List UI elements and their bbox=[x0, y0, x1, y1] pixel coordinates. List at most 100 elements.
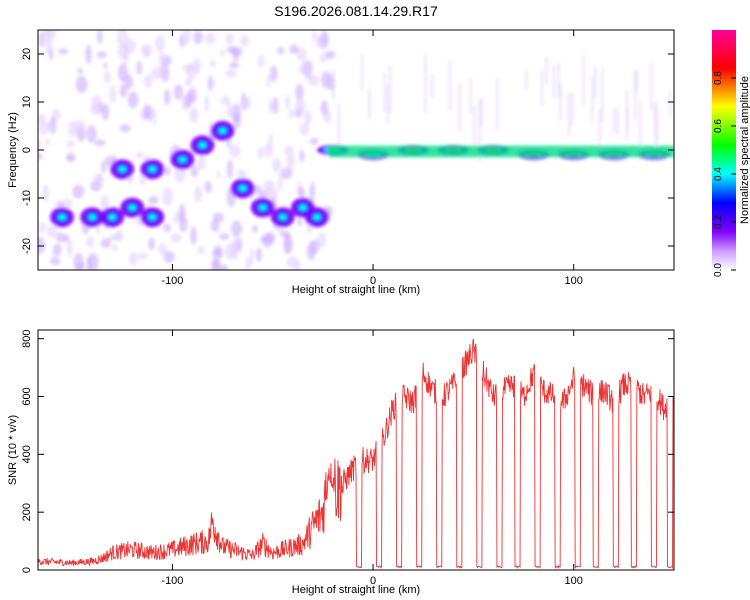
spectrogram-streak bbox=[568, 92, 571, 137]
colorbar-tick-label-2: 0.4 bbox=[713, 167, 724, 181]
colorbar-label: Normalized spectral amplitude bbox=[739, 76, 750, 224]
spectrogram-speckle bbox=[178, 203, 186, 222]
colorbar-tick-label-1: 0.2 bbox=[713, 215, 724, 229]
spectrogram-speckle bbox=[38, 236, 46, 255]
spectrogram-ridge-inner bbox=[312, 214, 321, 221]
spectrogram-speckle bbox=[135, 151, 144, 159]
snr-y-tick-label-2: 400 bbox=[21, 445, 33, 463]
spectrogram-speckle bbox=[225, 68, 237, 78]
spectrogram-ridge-band bbox=[328, 145, 674, 158]
spectrogram-streak bbox=[598, 109, 601, 158]
spectrogram-speckle bbox=[226, 159, 233, 180]
spectrogram-streak bbox=[559, 82, 562, 121]
spectrogram-speckle bbox=[52, 250, 58, 258]
spectrogram-speckle bbox=[48, 116, 57, 135]
spectrogram-y-tick-label-4: 20 bbox=[21, 48, 33, 60]
spectrogram-speckle bbox=[163, 223, 171, 233]
spectrogram-speckle bbox=[268, 100, 273, 113]
spectrogram-speckle bbox=[160, 58, 166, 78]
spectrogram-speckle bbox=[266, 74, 272, 88]
spectrogram-speckle bbox=[257, 146, 264, 159]
spectrogram-streak bbox=[389, 65, 392, 114]
spectrogram-speckle bbox=[212, 212, 224, 223]
snr-y-tick-label-0: 0 bbox=[21, 567, 33, 573]
spectrogram-streak bbox=[386, 85, 389, 124]
spectrogram-speckle bbox=[139, 174, 146, 185]
spectrogram-speckle bbox=[319, 53, 327, 63]
spectrogram-speckle bbox=[97, 30, 103, 44]
spectrogram-y-tick-label-1: -10 bbox=[21, 190, 33, 206]
spectrogram-streak bbox=[383, 72, 386, 113]
spectrogram-ridge-inner bbox=[258, 204, 267, 211]
spectrogram-streak bbox=[582, 55, 585, 106]
spectrogram-speckle bbox=[38, 113, 47, 124]
spectrogram-speckle bbox=[58, 48, 69, 55]
spectrogram-ridge-inner bbox=[148, 214, 157, 221]
spectrogram-streak bbox=[594, 66, 597, 99]
spectrogram-ridge-inner bbox=[218, 127, 227, 134]
spectrogram-ridge-inner bbox=[128, 204, 137, 211]
spectrogram-speckle bbox=[163, 89, 171, 106]
spectrogram-speckle bbox=[144, 74, 153, 89]
spectrogram-speckle bbox=[257, 54, 265, 68]
spectrogram-speckle bbox=[72, 184, 85, 199]
spectrogram-speckle bbox=[45, 138, 51, 145]
spectrogram-speckle bbox=[276, 46, 285, 55]
spectrogram-speckle bbox=[251, 224, 259, 233]
spectrogram-speckle bbox=[117, 43, 129, 60]
spectrogram-speckle bbox=[190, 165, 199, 178]
spectrogram-speckle bbox=[211, 258, 221, 270]
spectrogram-speckle bbox=[263, 180, 275, 191]
spectrogram-speckle bbox=[119, 84, 128, 98]
spectrogram-speckle bbox=[147, 237, 155, 251]
spectrogram-streak bbox=[473, 106, 476, 152]
spectrogram-streak bbox=[469, 78, 472, 115]
spectrogram-streak bbox=[612, 107, 615, 132]
spectrogram-speckle bbox=[38, 152, 43, 160]
spectrogram-streak bbox=[525, 68, 528, 90]
spectrogram-speckle bbox=[112, 244, 118, 252]
spectrogram-streak bbox=[654, 101, 657, 138]
spectrogram-speckle bbox=[219, 49, 226, 56]
spectrogram-speckle bbox=[85, 44, 92, 65]
spectrogram-speckle bbox=[242, 103, 250, 111]
spectrogram-y-tick-label-3: 10 bbox=[21, 96, 33, 108]
spectrogram-speckle bbox=[306, 241, 316, 261]
spectrogram-ridge-inner bbox=[108, 214, 117, 221]
spectrogram-speckle bbox=[100, 238, 111, 249]
spectrogram-cells bbox=[38, 30, 674, 270]
spectrogram-marks bbox=[38, 30, 674, 270]
snr-marks bbox=[38, 338, 674, 570]
spectrogram-speckle bbox=[232, 113, 241, 130]
spectrogram-speckle bbox=[66, 239, 73, 257]
spectrogram-speckle bbox=[55, 232, 67, 243]
spectrogram-ridge-inner bbox=[148, 166, 157, 173]
spectrogram-speckle bbox=[255, 247, 263, 262]
spectrogram-speckle bbox=[174, 165, 186, 183]
colorbar: 0.0 0.2 0.4 0.6 0.8 Normalized spectral ampl… bbox=[712, 30, 750, 277]
spectrogram-speckle bbox=[185, 91, 193, 108]
snr-x-tick-label-0: -100 bbox=[161, 575, 183, 587]
spectrogram-speckle bbox=[101, 103, 110, 121]
spectrogram-speckle bbox=[87, 253, 99, 270]
chart-title: S196.2026.081.14.29.R17 bbox=[274, 3, 438, 19]
spectrogram-speckle bbox=[190, 226, 197, 246]
spectrogram-speckle bbox=[286, 255, 298, 269]
spectrogram-ridge-inner bbox=[298, 204, 307, 211]
snr-y-tick-label-4: 800 bbox=[21, 329, 33, 347]
spectrogram-speckle bbox=[136, 60, 142, 75]
spectrogram-streak bbox=[626, 107, 629, 140]
snr-y-ticks: 0 200 400 600 800 bbox=[21, 329, 674, 573]
snr-line bbox=[38, 338, 674, 570]
spectrogram-speckle bbox=[151, 66, 163, 80]
spectrogram-speckle bbox=[270, 65, 278, 83]
spectrogram-speckle bbox=[229, 61, 240, 69]
spectrogram-speckle bbox=[240, 35, 250, 47]
spectrogram-speckle bbox=[295, 96, 306, 116]
spectrogram-streak bbox=[545, 56, 548, 84]
spectrogram-speckle bbox=[118, 62, 128, 83]
spectrogram-speckle bbox=[224, 242, 237, 261]
spectrogram-speckle bbox=[220, 95, 231, 105]
